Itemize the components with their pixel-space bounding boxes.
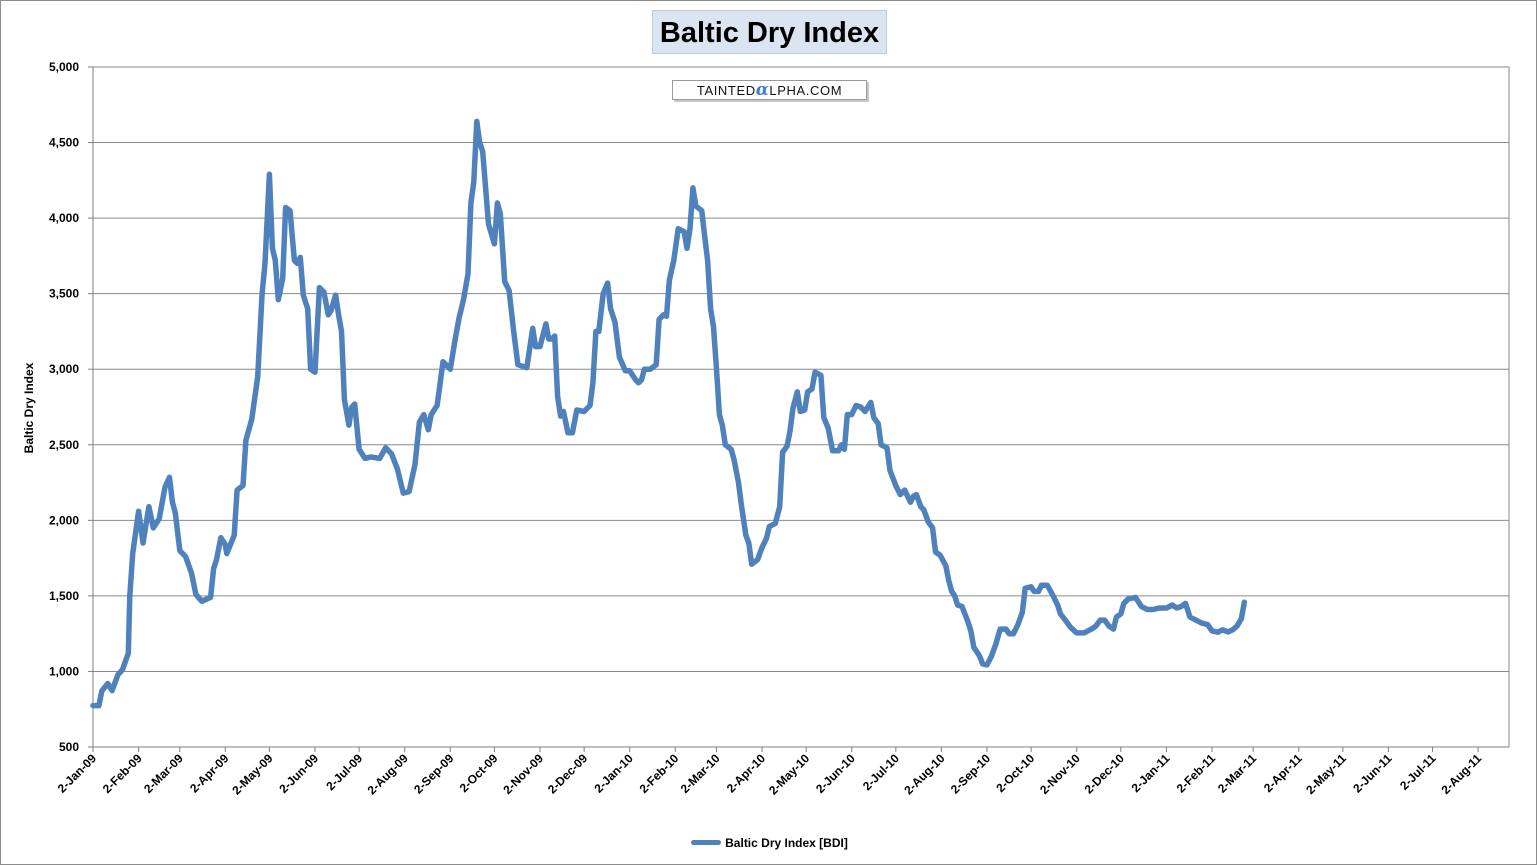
- y-tick-label: 3,500: [49, 287, 79, 301]
- x-tick-label: 2-Aug-10: [901, 751, 947, 797]
- watermark-text-after: LPHA.COM: [769, 83, 843, 98]
- x-tick-label: 2-Dec-09: [545, 751, 591, 797]
- x-tick-label: 2-Feb-09: [100, 751, 145, 796]
- x-tick-label: 2-Apr-11: [1261, 751, 1305, 795]
- y-tick-label: 3,000: [49, 362, 79, 376]
- x-tick-label: 2-Apr-09: [187, 751, 232, 796]
- x-tick-label: 2-Oct-09: [457, 751, 501, 795]
- x-tick-label: 2-Mar-11: [1215, 751, 1260, 796]
- y-tick-label: 1,000: [49, 664, 79, 678]
- y-tick-label: 4,000: [49, 211, 79, 225]
- watermark-text-before: TAINTED: [696, 83, 756, 98]
- x-tick-label: 2-Feb-10: [637, 751, 682, 796]
- x-tick-label: 2-Nov-09: [500, 751, 546, 797]
- x-tick-label: 2-Aug-11: [1439, 751, 1485, 797]
- y-tick-label: 2,500: [49, 438, 79, 452]
- x-tick-label: 2-May-10: [766, 751, 812, 797]
- y-tick-label: 4,500: [49, 136, 79, 150]
- y-tick-label: 2,000: [49, 513, 79, 527]
- x-tick-label: 2-May-09: [229, 751, 275, 797]
- x-tick-label: 2-Apr-10: [724, 751, 769, 796]
- x-tick-label: 2-Oct-10: [993, 751, 1037, 795]
- series-line-bdi: [90, 118, 1248, 709]
- x-tick-label: 2-Jul-11: [1397, 751, 1439, 793]
- x-tick-label: 2-Aug-09: [365, 751, 411, 797]
- x-tick-label: 2-Sep-10: [948, 751, 994, 797]
- x-tick-label: 2-Jun-11: [1350, 751, 1395, 796]
- legend-swatch: [691, 840, 722, 846]
- x-tick-label: 2-Mar-09: [141, 751, 186, 796]
- x-tick-label: 2-Dec-10: [1082, 751, 1128, 797]
- watermark-logo: TAINTEDαLPHA.COM: [672, 80, 867, 100]
- y-tick-label: 5,000: [49, 60, 79, 74]
- x-tick-label: 2-Jun-09: [276, 751, 321, 796]
- y-tick-label: 500: [59, 740, 79, 754]
- x-tick-label: 2-Nov-10: [1037, 751, 1083, 797]
- x-tick-label: 2-Jun-10: [813, 751, 858, 796]
- x-tick-label: 2-Mar-10: [678, 751, 723, 796]
- y-tick-label: 1,500: [49, 589, 79, 603]
- watermark-alpha-glyph: α: [755, 80, 770, 100]
- x-tick-label: 2-Jul-09: [323, 751, 365, 793]
- x-tick-label: 2-Jan-10: [591, 751, 636, 796]
- legend-label: Baltic Dry Index [BDI]: [725, 835, 848, 850]
- x-tick-label: 2-Jan-11: [1129, 751, 1173, 795]
- x-tick-label: 2-May-11: [1303, 751, 1349, 797]
- x-tick-label: 2-Sep-09: [411, 751, 457, 797]
- x-tick-label: 2-Jan-09: [55, 751, 100, 796]
- chart-title: Baltic Dry Index: [652, 10, 887, 54]
- x-tick-label: 2-Feb-11: [1174, 751, 1219, 796]
- x-tick-label: 2-Jul-10: [860, 751, 902, 793]
- legend: Baltic Dry Index [BDI]: [1, 835, 1536, 850]
